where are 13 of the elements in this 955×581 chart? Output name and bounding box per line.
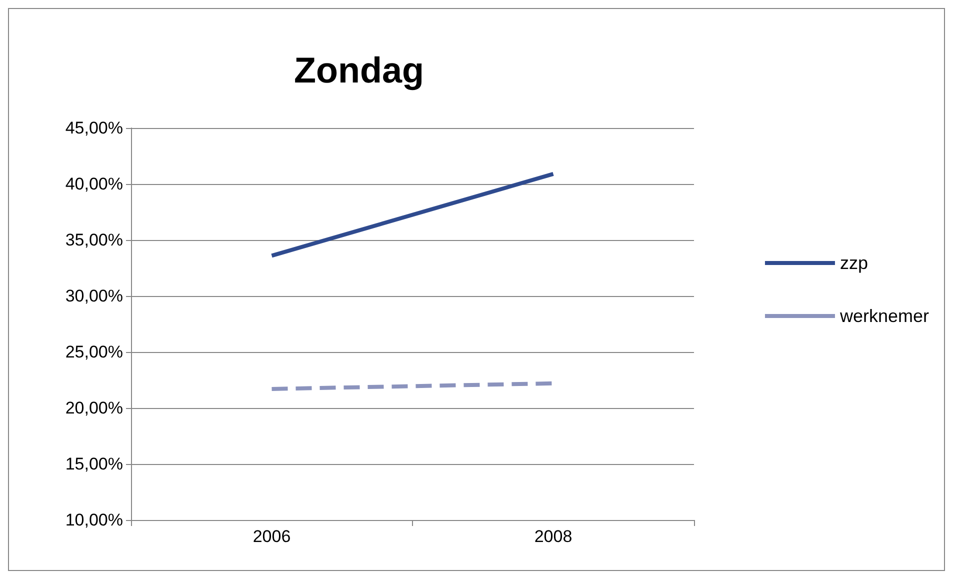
y-tick-label: 25,00% xyxy=(65,342,123,362)
legend-label: zzp xyxy=(840,253,868,273)
x-tick-label: 2008 xyxy=(534,527,572,546)
chart-title: Zondag xyxy=(294,50,424,90)
y-tick-label: 15,00% xyxy=(65,454,123,474)
y-tick-label: 45,00% xyxy=(65,118,123,138)
x-tick-label: 2006 xyxy=(252,527,291,546)
y-tick-label: 30,00% xyxy=(65,286,123,306)
y-tick-label: 20,00% xyxy=(65,398,123,418)
y-tick-label: 35,00% xyxy=(65,230,123,250)
y-tick-label: 10,00% xyxy=(65,510,123,530)
legend-label: werknemer xyxy=(838,306,930,326)
y-tick-label: 40,00% xyxy=(65,174,123,194)
